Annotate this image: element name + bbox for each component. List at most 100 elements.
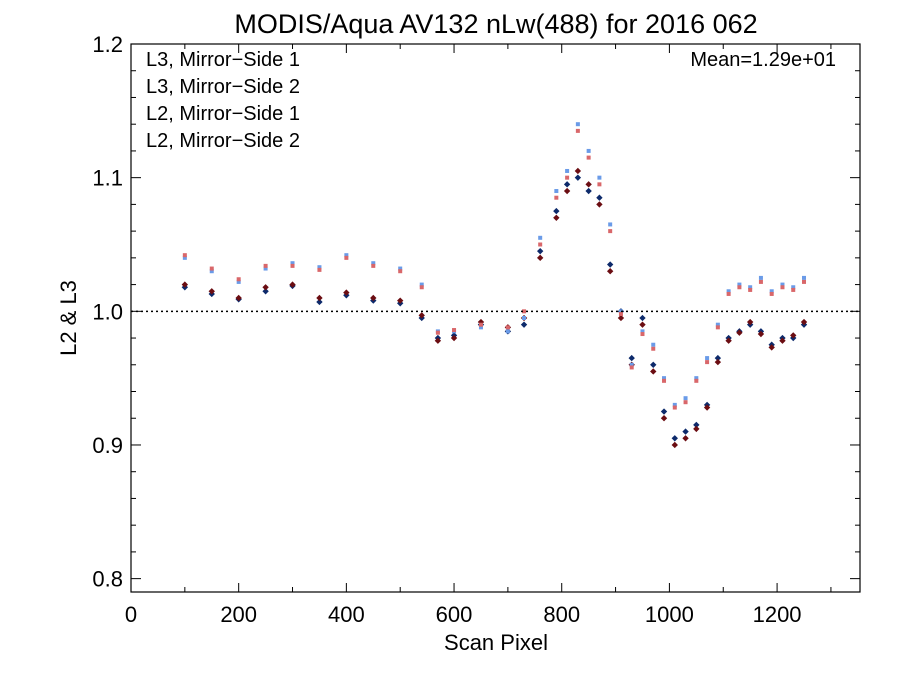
point-s2-20 bbox=[597, 175, 602, 180]
point-s2-9 bbox=[419, 282, 424, 287]
point-s1-17 bbox=[563, 187, 571, 195]
point-s3-12 bbox=[478, 322, 483, 327]
point-s3-38 bbox=[791, 287, 796, 292]
point-s2-8 bbox=[398, 266, 403, 271]
axis-ticks: 0 200 400 600 800 1000 1200 0.8 0.9 1.0 1.1 1.2 bbox=[92, 32, 860, 627]
point-s2-25 bbox=[651, 342, 656, 347]
x-tick-label-6: 1200 bbox=[753, 602, 802, 627]
point-s2-36 bbox=[769, 289, 774, 294]
point-s1-29 bbox=[693, 425, 700, 433]
point-s2-1 bbox=[209, 269, 214, 274]
data-points bbox=[181, 122, 808, 449]
legend-item-0: L3, Mirror−Side 1 bbox=[146, 49, 300, 71]
point-s0-19 bbox=[585, 187, 592, 195]
point-s2-2 bbox=[236, 279, 241, 284]
point-s3-30 bbox=[705, 360, 710, 365]
y-tick-label-3: 1.1 bbox=[92, 166, 123, 191]
point-s1-19 bbox=[585, 181, 592, 188]
point-s2-35 bbox=[758, 275, 763, 280]
point-s0-14 bbox=[520, 321, 528, 328]
point-s3-9 bbox=[419, 285, 424, 290]
point-s2-12 bbox=[478, 325, 483, 330]
point-s1-27 bbox=[671, 441, 678, 449]
point-s0-23 bbox=[628, 354, 635, 362]
point-s3-39 bbox=[802, 279, 807, 284]
plot-frame bbox=[130, 43, 861, 593]
point-s1-26 bbox=[660, 415, 668, 422]
point-s3-3 bbox=[263, 263, 268, 268]
y-axis-label: L2 & L3 bbox=[56, 280, 81, 356]
point-s3-8 bbox=[398, 269, 403, 274]
point-s0-21 bbox=[606, 261, 614, 268]
point-s2-17 bbox=[565, 168, 570, 173]
point-s3-23 bbox=[629, 365, 634, 370]
point-s0-17 bbox=[563, 181, 571, 188]
point-s2-26 bbox=[662, 376, 667, 381]
point-s3-37 bbox=[780, 285, 785, 290]
point-s2-18 bbox=[575, 122, 580, 127]
point-s3-7 bbox=[371, 263, 376, 268]
y-tick-label-4: 1.2 bbox=[92, 32, 123, 57]
point-s0-15 bbox=[537, 247, 544, 255]
point-s3-13 bbox=[505, 325, 510, 330]
point-s2-32 bbox=[726, 289, 731, 294]
x-tick-label-5: 1000 bbox=[645, 602, 694, 627]
point-s1-5 bbox=[316, 294, 323, 302]
point-s3-27 bbox=[672, 405, 677, 410]
point-s3-35 bbox=[758, 279, 763, 284]
point-s1-28 bbox=[682, 435, 689, 442]
point-s3-19 bbox=[586, 155, 591, 160]
x-tick-label-1: 200 bbox=[220, 602, 257, 627]
point-s3-2 bbox=[236, 277, 241, 282]
point-s2-31 bbox=[715, 322, 720, 327]
x-tick-label-2: 400 bbox=[328, 602, 365, 627]
point-s3-0 bbox=[182, 253, 187, 258]
point-s1-20 bbox=[596, 201, 603, 208]
point-s2-5 bbox=[317, 265, 322, 270]
point-s1-31 bbox=[714, 358, 722, 366]
point-s1-21 bbox=[606, 268, 614, 275]
point-s3-1 bbox=[209, 266, 214, 271]
point-s3-32 bbox=[726, 291, 731, 296]
point-s0-20 bbox=[596, 194, 603, 201]
point-s3-6 bbox=[344, 255, 349, 260]
point-s3-24 bbox=[640, 332, 645, 337]
point-s0-18 bbox=[574, 174, 582, 181]
legend-item-2: L2, Mirror−Side 1 bbox=[146, 103, 300, 125]
x-tick-label-3: 600 bbox=[436, 602, 473, 627]
point-s0-24 bbox=[639, 314, 646, 322]
point-s2-19 bbox=[586, 148, 591, 153]
legend: L3, Mirror−Side 1 L3, Mirror−Side 2 L2, … bbox=[146, 49, 300, 152]
point-s2-13 bbox=[505, 329, 510, 334]
point-s3-20 bbox=[597, 182, 602, 187]
point-s3-5 bbox=[317, 267, 322, 272]
point-s2-33 bbox=[737, 282, 742, 287]
y-tick-label-1: 0.9 bbox=[92, 433, 123, 458]
point-s1-24 bbox=[639, 321, 646, 328]
point-s2-22 bbox=[618, 309, 623, 314]
point-s3-34 bbox=[748, 287, 753, 292]
point-s3-31 bbox=[715, 325, 720, 330]
point-s0-28 bbox=[682, 428, 689, 435]
point-s3-26 bbox=[662, 378, 667, 383]
point-s1-3 bbox=[262, 284, 269, 291]
point-s2-37 bbox=[780, 282, 785, 287]
x-tick-label-4: 800 bbox=[543, 602, 580, 627]
point-s3-14 bbox=[522, 309, 527, 314]
point-s2-7 bbox=[371, 261, 376, 266]
point-s3-4 bbox=[290, 263, 295, 268]
point-s3-28 bbox=[683, 400, 688, 405]
point-s2-28 bbox=[683, 396, 688, 401]
point-s2-6 bbox=[344, 253, 349, 258]
point-s2-3 bbox=[263, 266, 268, 271]
x-axis-label: Scan Pixel bbox=[444, 630, 548, 655]
point-s0-27 bbox=[671, 435, 678, 442]
point-s1-15 bbox=[537, 254, 544, 262]
point-s3-15 bbox=[538, 242, 543, 247]
point-s0-25 bbox=[650, 361, 657, 368]
point-s3-33 bbox=[737, 285, 742, 290]
y-tick-label-0: 0.8 bbox=[92, 567, 123, 592]
point-s1-25 bbox=[650, 368, 657, 375]
point-s2-27 bbox=[672, 402, 677, 407]
